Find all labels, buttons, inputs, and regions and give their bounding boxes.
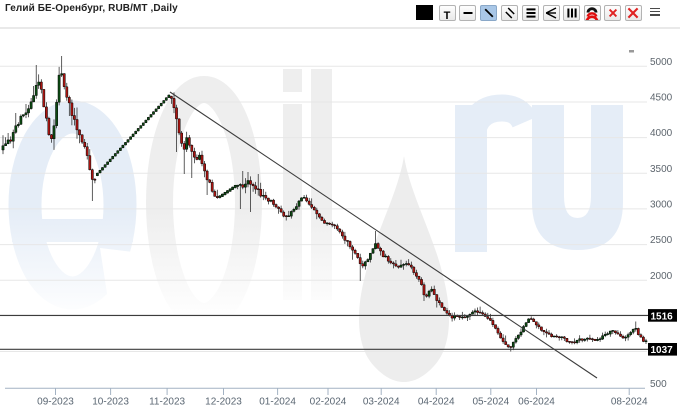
svg-text:10-2023: 10-2023 (92, 397, 129, 408)
svg-text:11-2023: 11-2023 (149, 397, 185, 408)
svg-text:02-2024: 02-2024 (310, 397, 347, 408)
svg-text:09-2023: 09-2023 (37, 397, 74, 408)
svg-text:5000: 5000 (650, 57, 673, 68)
svg-text:04-2024: 04-2024 (418, 397, 455, 408)
svg-text:06-2024: 06-2024 (518, 397, 555, 408)
svg-text:4000: 4000 (650, 128, 673, 139)
svg-text:12-2023: 12-2023 (205, 397, 242, 408)
svg-text:1037: 1037 (651, 345, 674, 356)
svg-text:2500: 2500 (650, 235, 673, 246)
svg-text:2000: 2000 (650, 271, 673, 282)
svg-text:3500: 3500 (650, 164, 673, 175)
svg-text:3000: 3000 (650, 200, 673, 211)
svg-text:03-2024: 03-2024 (363, 397, 400, 408)
svg-text:1516: 1516 (651, 311, 674, 322)
svg-text:4500: 4500 (650, 93, 673, 104)
svg-text:500: 500 (650, 379, 667, 390)
svg-text:01-2024: 01-2024 (259, 397, 296, 408)
svg-text:05-2024: 05-2024 (472, 397, 509, 408)
svg-text:08-2024: 08-2024 (611, 397, 648, 408)
